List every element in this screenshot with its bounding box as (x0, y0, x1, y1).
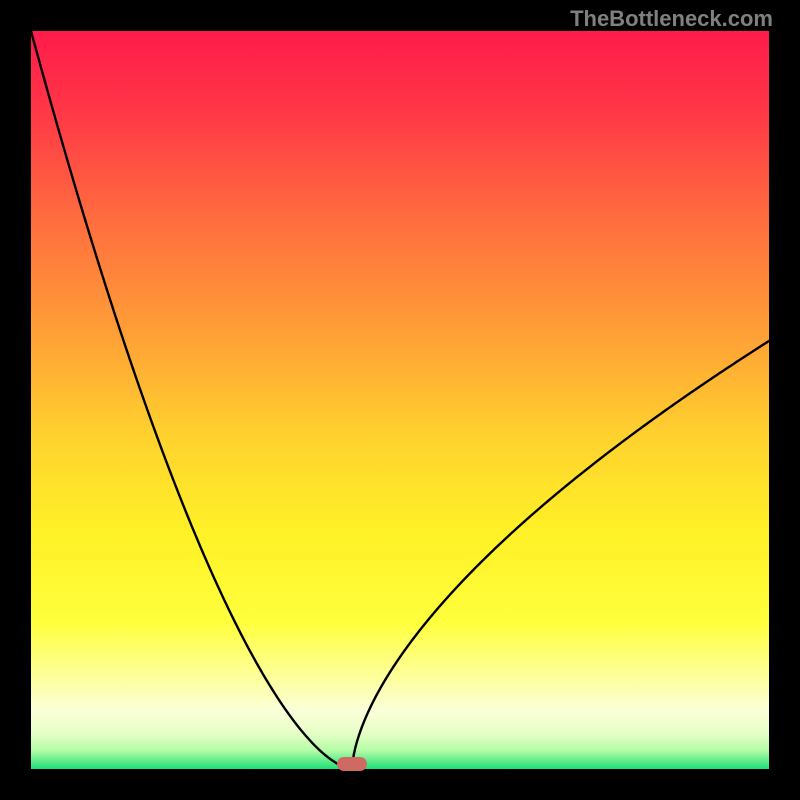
watermark-text: TheBottleneck.com (570, 6, 773, 32)
bottleneck-curve (31, 31, 769, 769)
plot-area (31, 31, 769, 769)
chart-frame: TheBottleneck.com (0, 0, 800, 800)
optimum-marker (337, 757, 367, 771)
